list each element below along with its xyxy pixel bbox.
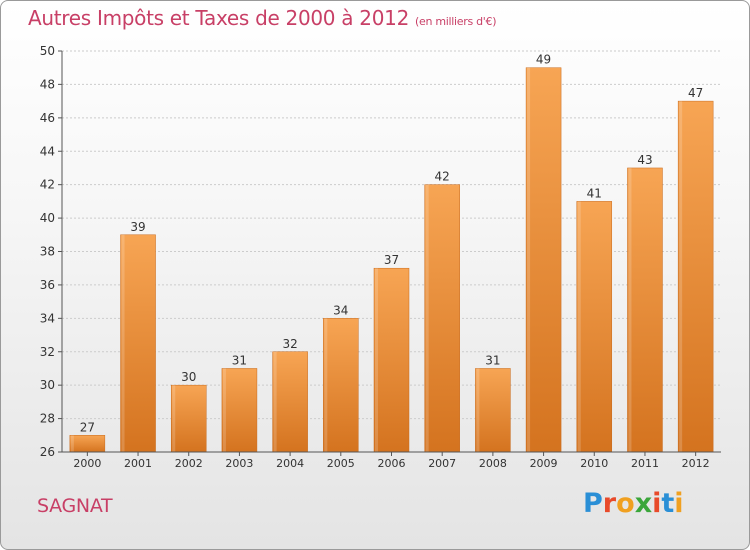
bar-highlight xyxy=(273,351,277,452)
x-tick-label: 2006 xyxy=(378,457,406,470)
bar xyxy=(424,184,460,453)
data-label: 30 xyxy=(181,370,196,384)
logo-letter: t xyxy=(661,488,675,519)
y-tick-label: 28 xyxy=(40,412,55,426)
data-label: 41 xyxy=(587,186,602,200)
bar xyxy=(677,100,714,453)
x-tick-label: 2001 xyxy=(124,457,152,470)
y-tick-label: 36 xyxy=(40,278,55,292)
x-tick-label: 2003 xyxy=(225,457,253,470)
bar xyxy=(120,234,156,453)
bar-highlight xyxy=(425,184,429,452)
bar-highlight xyxy=(577,201,581,452)
x-tick-label: 2008 xyxy=(479,457,507,470)
x-tick-label: 2005 xyxy=(327,457,355,470)
y-tick-label: 48 xyxy=(40,77,55,91)
data-label: 42 xyxy=(435,170,450,184)
chart-title-text: Autres Impôts et Taxes de 2000 à 2012 xyxy=(28,6,409,30)
bar xyxy=(525,67,562,453)
y-tick-label: 38 xyxy=(40,245,55,259)
y-tick-label: 46 xyxy=(40,111,55,125)
bar-highlight xyxy=(679,101,683,452)
data-label: 49 xyxy=(536,53,551,67)
data-label: 31 xyxy=(485,353,500,367)
bar-highlight xyxy=(628,167,632,453)
bar-highlight xyxy=(476,368,480,452)
bar-highlight xyxy=(324,318,328,452)
axis-layer: 26 28 30 32 34 36 38 40 42 44 46 48 50 2000 2001 2002 20… xyxy=(40,44,721,470)
logo-letter: i xyxy=(674,488,684,519)
bar xyxy=(69,435,106,453)
bar-highlight xyxy=(375,268,378,452)
data-label: 47 xyxy=(688,86,703,100)
logo-letter: o xyxy=(616,488,635,519)
bar-highlight xyxy=(70,435,74,452)
bar-highlight xyxy=(121,234,125,452)
y-tick-label: 34 xyxy=(40,311,55,325)
bar xyxy=(627,167,663,453)
x-tick-label: 2009 xyxy=(530,457,558,470)
y-tick-label: 44 xyxy=(40,144,55,158)
chart-subtitle: (en milliers d'€) xyxy=(415,15,497,28)
chart-title: Autres Impôts et Taxes de 2000 à 2012 (en… xyxy=(28,6,496,30)
commune-name: SAGNAT xyxy=(37,495,113,517)
y-tick-label: 26 xyxy=(40,445,55,459)
data-label: 43 xyxy=(637,153,652,167)
logo-letter: x xyxy=(634,488,653,519)
data-label: 39 xyxy=(130,220,145,234)
data-label: 37 xyxy=(384,253,399,267)
data-label: 34 xyxy=(333,303,348,317)
bar xyxy=(475,368,511,453)
bar-layer: 27 39 30 31 32 34 37 42 31 49 41 43 47 xyxy=(69,53,714,453)
logo-letter: i xyxy=(652,488,662,519)
y-tick-label: 40 xyxy=(40,211,55,225)
x-tick-label: 2007 xyxy=(428,457,456,470)
y-tick-label: 32 xyxy=(40,345,55,359)
logo-letter: P xyxy=(583,488,603,519)
bar xyxy=(272,351,308,453)
bar xyxy=(221,368,258,453)
x-tick-label: 2004 xyxy=(276,457,304,470)
data-label: 32 xyxy=(282,337,297,351)
x-tick-label: 2000 xyxy=(73,457,101,470)
bar-highlight xyxy=(222,368,226,452)
y-tick-label: 50 xyxy=(40,44,55,58)
bar xyxy=(323,318,359,453)
proxiti-logo: Proxiti xyxy=(583,488,684,519)
data-label: 31 xyxy=(232,353,247,367)
x-tick-label: 2011 xyxy=(631,457,659,470)
bar xyxy=(373,267,410,453)
y-tick-label: 42 xyxy=(40,178,55,192)
x-tick-label: 2010 xyxy=(580,457,608,470)
y-tick-label: 30 xyxy=(40,378,55,392)
x-tick-label: 2012 xyxy=(682,457,710,470)
bar-highlight xyxy=(172,385,176,452)
x-tick-label: 2002 xyxy=(175,457,203,470)
bar-highlight xyxy=(527,67,531,452)
logo-letter: r xyxy=(602,488,617,519)
bar xyxy=(576,201,613,453)
bar xyxy=(170,384,207,453)
data-label: 27 xyxy=(80,420,95,434)
